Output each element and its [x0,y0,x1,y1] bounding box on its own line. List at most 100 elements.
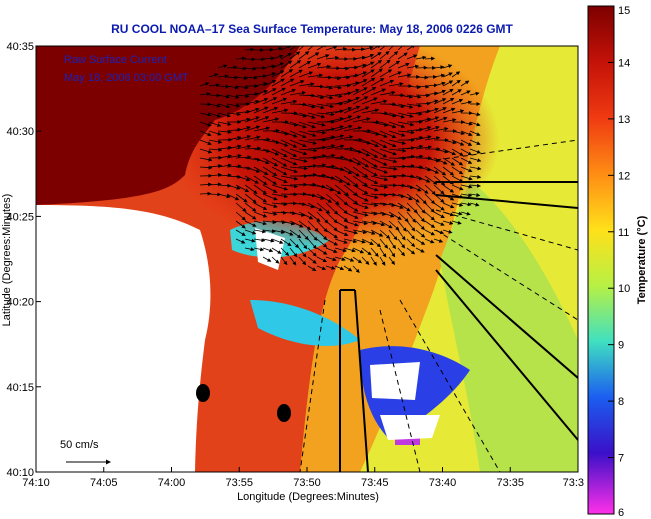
current-vector [397,247,406,257]
colorbar-tick-label: 7 [618,453,624,465]
current-vector [262,97,278,105]
current-vector [271,70,285,78]
current-vector [271,184,289,191]
current-vector [361,166,378,177]
current-vector [424,99,439,105]
current-vector [316,144,336,150]
current-vector [388,139,407,145]
current-vector [388,211,402,220]
current-vector [406,94,422,99]
current-vector [307,62,322,69]
current-vector [235,85,249,90]
current-vector [397,62,410,69]
current-vector [244,66,257,71]
current-vector [316,247,328,255]
current-vector [469,183,481,188]
colorbar-tick-label: 9 [618,340,624,352]
current-vector [361,184,379,192]
current-vector [397,202,411,212]
current-vector [469,166,482,171]
current-vector [262,88,277,96]
current-vector [370,166,388,174]
current-vector [424,116,440,123]
current-vector [424,157,441,163]
current-vector [253,238,266,243]
current-vector [361,108,380,114]
current-vector [361,148,379,158]
current-vector [442,166,455,176]
current-vector [208,121,222,127]
current-vector [370,99,388,105]
current-vector [370,175,389,182]
current-vector [343,193,359,205]
current-vector [343,184,359,197]
current-vector [208,83,220,88]
current-vector [199,112,212,117]
current-vector [289,46,300,51]
current-vector [289,112,307,118]
current-vector [424,107,439,114]
current-vector [361,53,375,60]
current-vector [262,166,278,177]
current-vector [343,211,359,219]
current-vector [271,130,289,136]
current-vector [316,164,336,169]
current-vector [298,71,314,78]
current-vector [370,46,382,51]
current-vector [370,220,386,227]
current-vector [343,96,360,105]
current-vector [253,116,270,123]
current-vector [316,64,332,69]
current-vector [280,238,292,247]
current-vector [370,193,388,198]
current-vector [208,147,223,152]
current-vector [280,220,296,226]
land-mass [36,46,300,205]
current-vector [469,130,481,136]
cool-filament-mid [250,300,360,347]
current-vector [379,211,395,218]
current-vector [244,211,257,220]
current-vector [370,184,389,189]
x-tick-label: 73:50 [293,477,321,489]
current-vector [460,184,473,189]
current-vector [226,154,242,159]
current-vector [226,65,238,70]
current-vector [334,135,354,141]
current-vector [460,90,471,96]
current-vector [388,60,401,69]
y-axis-ticks: 40:35 40:30 40:25 40:20 40:15 40:10 [6,41,41,479]
current-vector [469,193,481,197]
current-vector [289,102,307,107]
current-vector [280,192,298,197]
current-vector [415,55,427,60]
current-vector [370,148,388,158]
current-vector [271,108,289,114]
current-vector [424,193,436,205]
current-vector [379,130,397,139]
current-vector [280,184,299,189]
current-vector [343,166,360,177]
current-vector [406,184,422,192]
current-vector [271,256,280,264]
current-vector [316,256,328,262]
current-vector [253,220,267,226]
current-vector [397,73,412,78]
current-vector [235,155,252,160]
current-vector [442,107,456,114]
current-vector [307,73,323,78]
current-vector [370,88,387,96]
current-vector [208,103,221,108]
y-tick-label: 40:25 [6,211,34,223]
current-vector [370,247,379,258]
current-vector [352,63,367,69]
current-vector [262,220,277,225]
current-vector [433,127,449,132]
x-tick-label: 74:05 [90,477,118,489]
current-vector [262,247,274,253]
x-tick-label: 73:55 [225,477,253,489]
current-vector [199,191,212,196]
current-vector [289,247,298,258]
current-vector [406,85,421,90]
current-vector [334,220,349,229]
